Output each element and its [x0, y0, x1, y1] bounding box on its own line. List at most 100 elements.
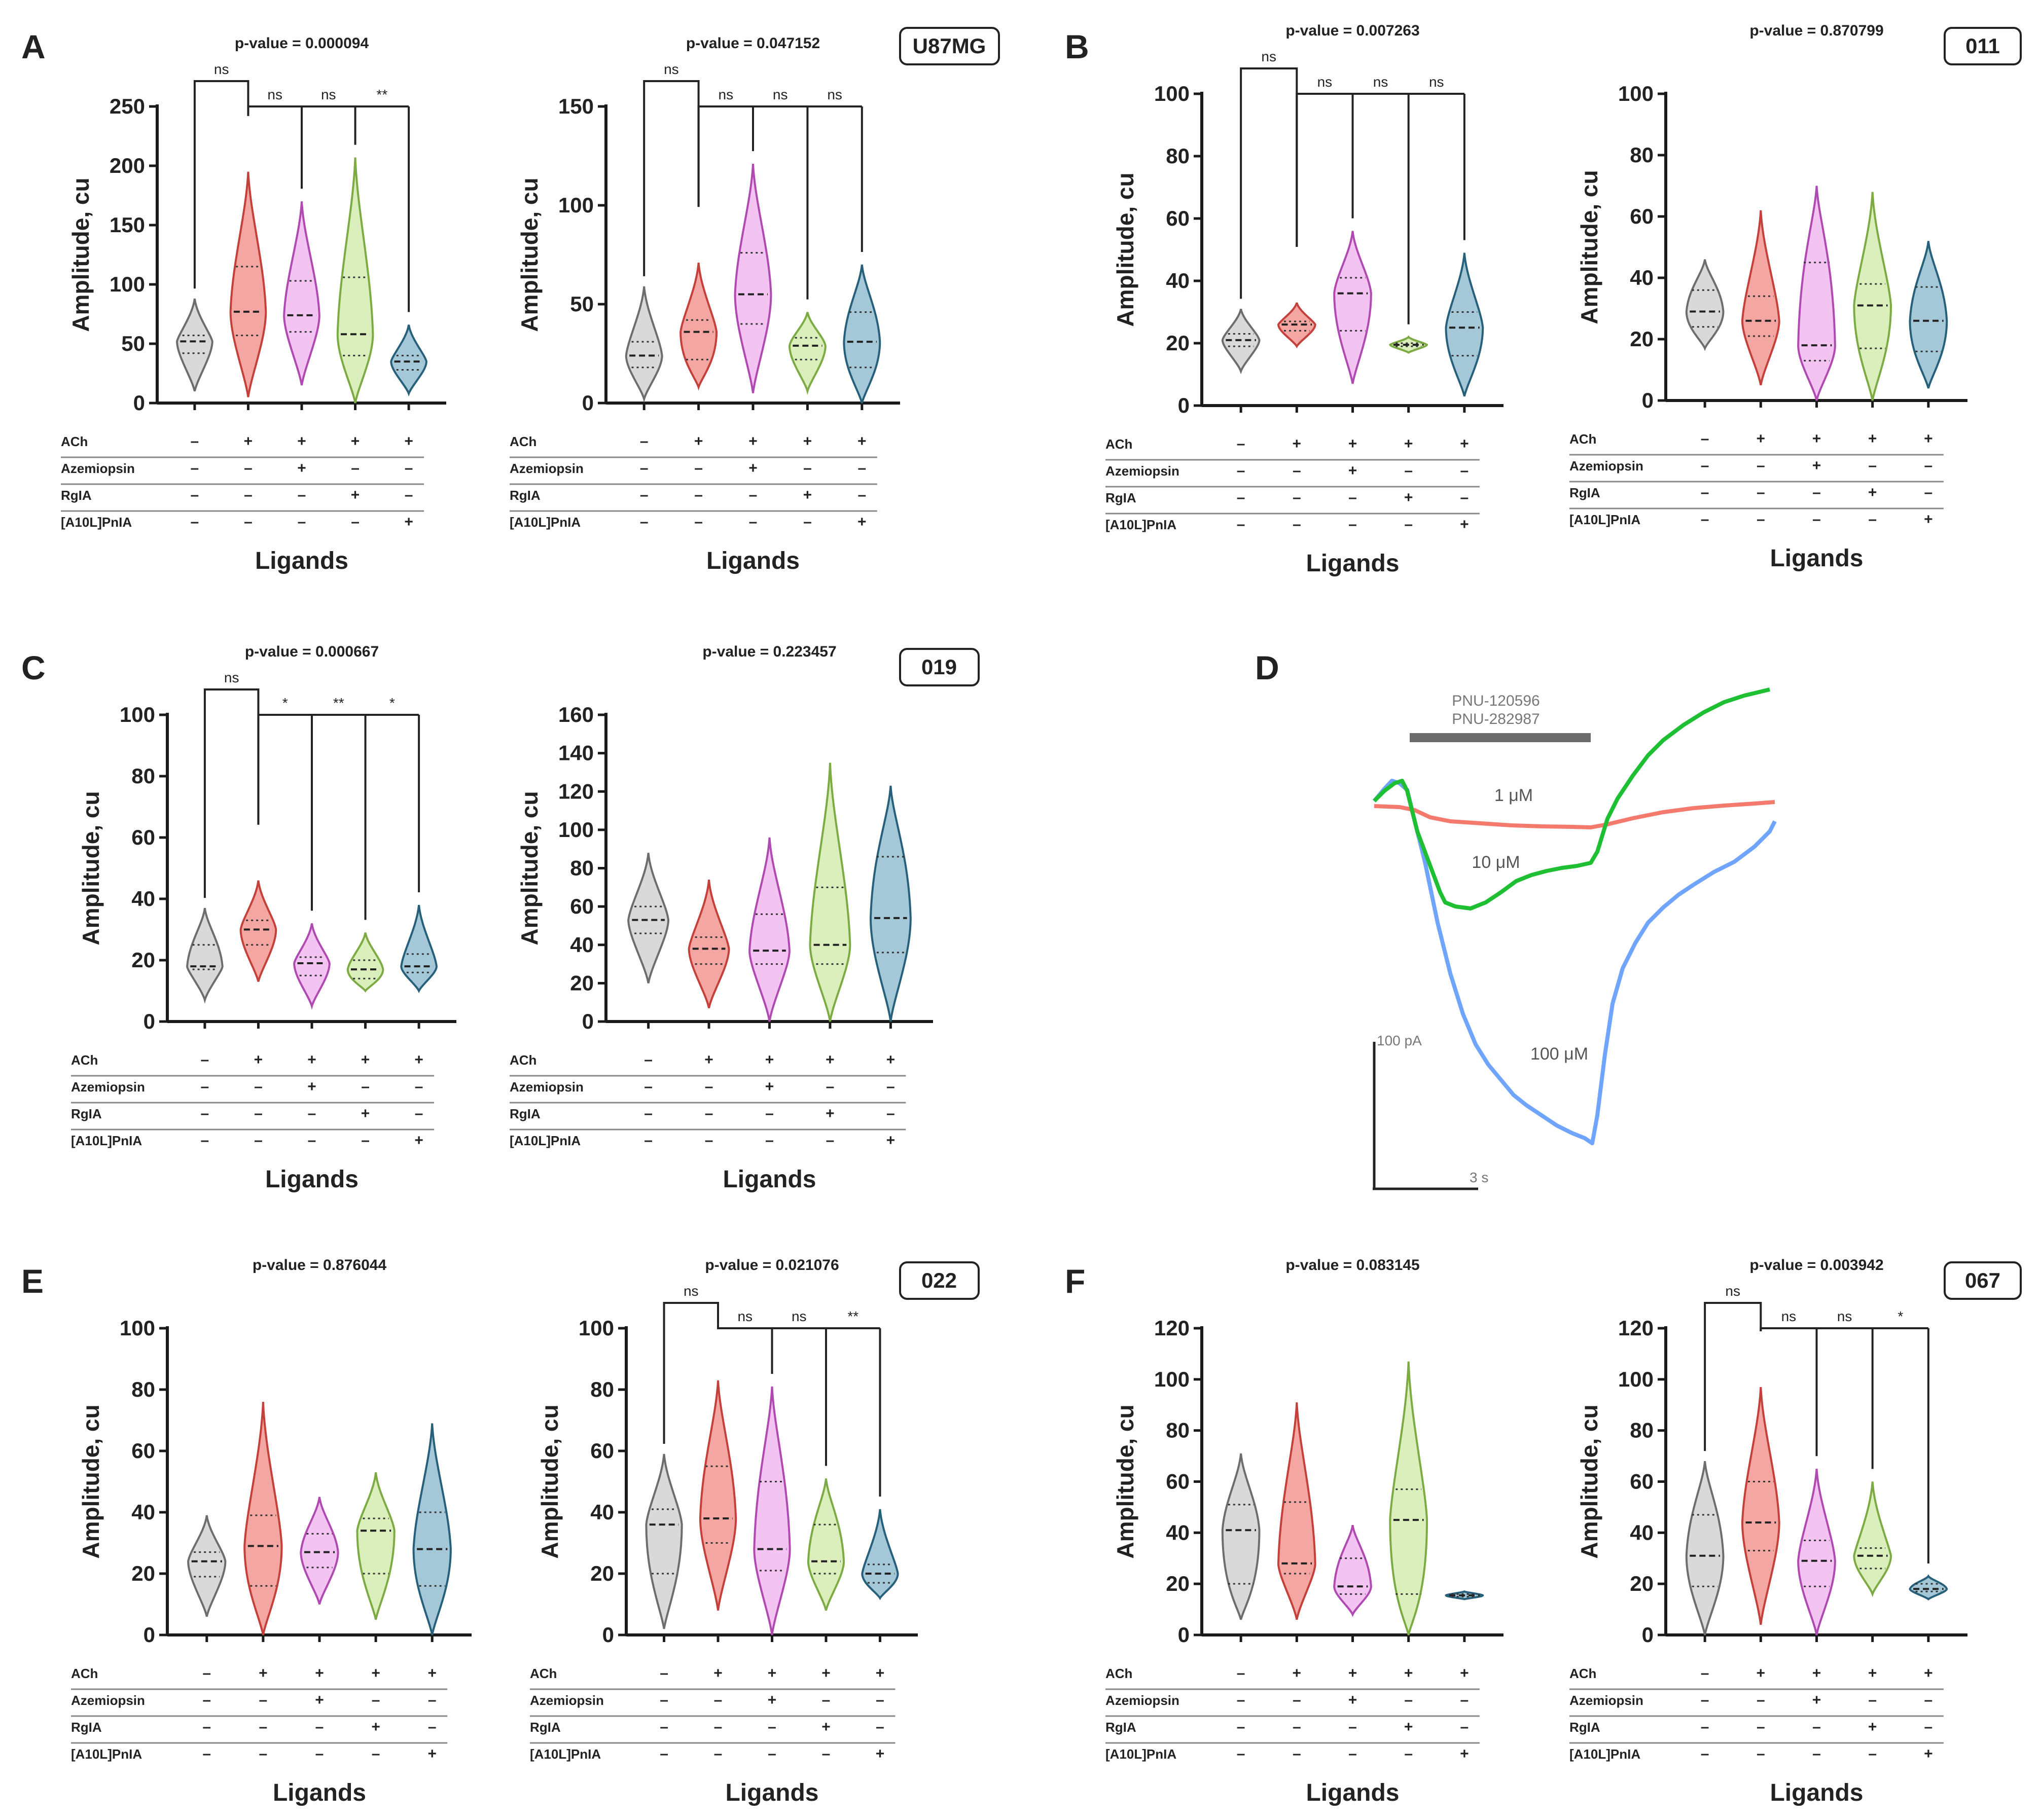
ligand-sign: +	[1404, 1665, 1413, 1682]
ligand-row-label: Azemiopsin	[1105, 463, 1179, 479]
ligand-sign: +	[254, 1051, 263, 1068]
ligand-sign: –	[1348, 1719, 1357, 1735]
significance-label: ns	[773, 87, 788, 102]
y-tick-label: 60	[131, 825, 155, 849]
ligand-sign: –	[1348, 1745, 1357, 1762]
ligand-sign: +	[259, 1665, 268, 1682]
y-tick-label: 80	[1630, 143, 1654, 167]
violin-shape	[176, 298, 213, 392]
x-axis-label: Ligands	[1306, 1779, 1399, 1806]
y-tick-label: 0	[144, 1623, 155, 1647]
ligand-sign: –	[1701, 484, 1709, 501]
ligand-sign: –	[1404, 462, 1413, 479]
ligand-sign: +	[826, 1105, 835, 1122]
violin-shape	[390, 324, 427, 397]
violin-shape	[1389, 1361, 1428, 1635]
y-tick-label: 80	[590, 1377, 614, 1401]
ligand-sign: +	[244, 433, 253, 450]
y-axis-label: Amplitude, cu	[1112, 1404, 1138, 1558]
ligand-sign: +	[1868, 1719, 1877, 1735]
x-axis-label: Ligands	[1770, 1779, 1863, 1806]
cell-line-box-u87mg: U87MG	[899, 27, 1000, 65]
trace-1um	[1374, 800, 1775, 830]
ligand-row-label: Azemiopsin	[1105, 1693, 1179, 1708]
y-tick-label: 100	[1154, 82, 1190, 105]
y-tick-label: 60	[570, 894, 594, 918]
ligand-sign: +	[857, 514, 867, 530]
violin-shape	[1685, 1461, 1725, 1635]
cell-line-label-u87mg: U87MG	[913, 34, 986, 58]
ligand-sign: +	[1757, 1665, 1766, 1682]
significance-bracket	[663, 1302, 720, 1444]
violin-shape	[843, 264, 881, 404]
y-tick-label: 60	[131, 1439, 155, 1463]
y-tick-label: 100	[558, 818, 594, 842]
significance-label: ns	[719, 87, 734, 102]
significance-label: ns	[664, 61, 679, 77]
y-tick-label: 80	[1166, 144, 1190, 168]
ligand-sign: +	[1404, 1719, 1413, 1735]
ligand-sign: +	[1812, 430, 1821, 447]
ligand-row-label: Azemiopsin	[510, 1079, 584, 1095]
ligand-sign: –	[694, 460, 703, 477]
ligand-sign: +	[427, 1745, 437, 1762]
ligand-sign: –	[1701, 430, 1709, 447]
ligand-sign: +	[297, 460, 306, 477]
ligand-row-label: RgIA	[1105, 1720, 1136, 1735]
violin-shape	[1445, 252, 1484, 396]
y-tick-label: 20	[131, 1561, 155, 1585]
significance-label: ns	[1837, 1308, 1852, 1324]
y-tick-label: 120	[1618, 1316, 1654, 1340]
panel-letter-c: C	[21, 649, 46, 686]
violin-shape	[809, 762, 851, 1022]
significance-label: *	[282, 695, 288, 711]
y-tick-label: 0	[133, 391, 145, 415]
ligand-sign: –	[201, 1132, 209, 1149]
y-tick-label: 40	[590, 1500, 614, 1524]
ligand-sign: –	[1237, 1665, 1245, 1682]
cell-line-box-067: 067	[1944, 1261, 2022, 1300]
ligand-sign: –	[1757, 1719, 1765, 1735]
violin-shape	[1741, 210, 1780, 386]
ligand-sign: +	[1460, 1665, 1469, 1682]
ligand-sign: –	[1237, 435, 1245, 452]
ligand-row-label: RgIA	[530, 1720, 561, 1735]
ligand-row-label: RgIA	[1569, 1720, 1600, 1735]
ligand-row-label: ACh	[1105, 436, 1132, 452]
ligand-sign: –	[1757, 511, 1765, 528]
ligand-sign: –	[372, 1692, 380, 1708]
ligand-row-label: ACh	[61, 434, 88, 449]
p-value-title: p-value = 0.000667	[245, 643, 379, 660]
ligand-sign: –	[644, 1105, 653, 1122]
ligand-sign: –	[857, 460, 866, 477]
violin-shape	[412, 1423, 452, 1635]
ligand-row-label: [A10L]PnIA	[510, 1133, 581, 1148]
ligand-sign: –	[244, 514, 253, 530]
cell-line-label-067: 067	[1965, 1268, 2000, 1292]
ligand-sign: +	[1757, 430, 1766, 447]
ligand-sign: –	[361, 1132, 370, 1149]
ligand-sign: +	[414, 1051, 423, 1068]
violin-shape	[283, 201, 320, 386]
violin-shape	[239, 880, 277, 982]
cell-line-label-011: 011	[1965, 34, 2000, 58]
significance-label: *	[389, 695, 395, 711]
ligand-sign: +	[886, 1132, 896, 1149]
ligand-row-label: RgIA	[510, 488, 541, 503]
y-axis-label: Amplitude, cu	[78, 1404, 104, 1558]
ligand-row-label: ACh	[510, 1052, 536, 1068]
ligand-sign: –	[1812, 1719, 1821, 1735]
y-tick-label: 160	[558, 703, 594, 726]
y-tick-label: 100	[120, 1316, 155, 1340]
ligand-sign: –	[1757, 457, 1765, 474]
ligand-sign: –	[1237, 462, 1245, 479]
drug-label-pnu-282987: PNU-282987	[1452, 711, 1540, 727]
ligand-sign: +	[876, 1745, 885, 1762]
p-value-title: p-value = 0.223457	[702, 643, 836, 660]
x-axis-label: Ligands	[265, 1166, 359, 1193]
ligand-sign: –	[803, 514, 812, 530]
ligand-sign: –	[351, 460, 360, 477]
ligand-sign: –	[1701, 1692, 1709, 1708]
ligand-row-label: RgIA	[71, 1106, 102, 1121]
